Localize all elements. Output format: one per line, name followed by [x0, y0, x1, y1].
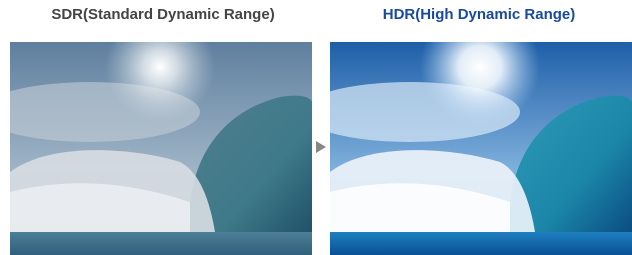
hdr-image	[330, 42, 632, 255]
arrow	[314, 140, 328, 154]
comparison: SDR(Standard Dynamic Range) HDR(High Dyn…	[0, 0, 632, 255]
sdr-image	[10, 42, 312, 255]
sdr-title: SDR(Standard Dynamic Range)	[8, 6, 318, 23]
hdr-title: HDR(High Dynamic Range)	[324, 6, 632, 23]
